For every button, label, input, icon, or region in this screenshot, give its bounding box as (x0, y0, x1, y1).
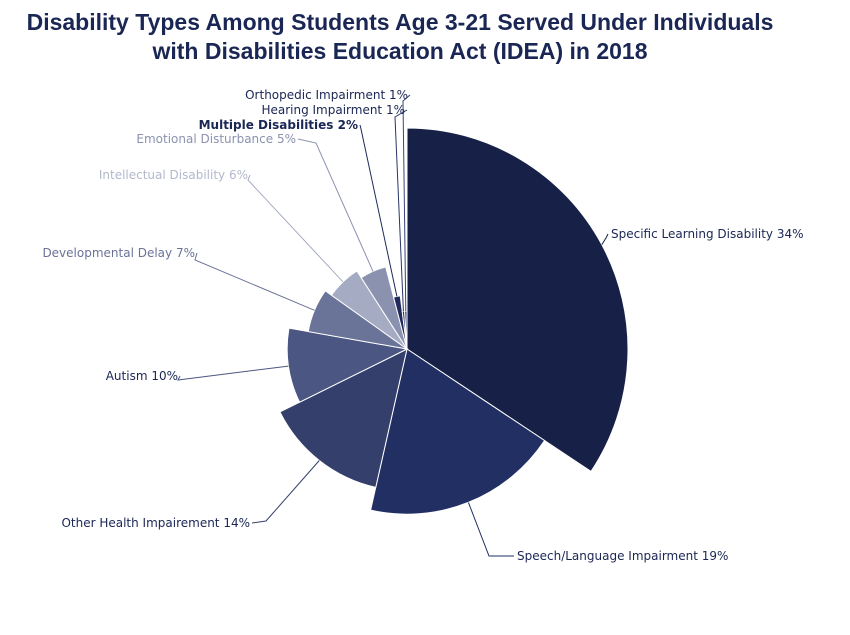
slice-label: Intellectual Disability 6% (99, 168, 248, 182)
chart-title-line-2: with Disabilities Education Act (IDEA) i… (152, 38, 648, 64)
slice-labels: Specific Learning Disability 34% Speech/L… (42, 88, 803, 563)
slice-label: Autism 10% (106, 369, 178, 383)
leader-line (297, 138, 374, 272)
leader-line (177, 365, 289, 381)
pie-slice (370, 348, 546, 515)
leader-line (359, 124, 398, 297)
label-leader-lines (177, 94, 609, 557)
slice-label: Hearing Impairment 1% (261, 103, 405, 117)
pie-slice (330, 270, 408, 350)
pie-slices (279, 127, 629, 515)
leader-line (402, 94, 411, 312)
leader-line (251, 460, 320, 524)
pie-slice (279, 348, 408, 488)
slice-label: Multiple Disabilities 2% (199, 118, 358, 132)
slice-label: Speech/Language Impairment 19% (517, 549, 728, 563)
slice-label: Developmental Delay 7% (42, 246, 195, 260)
leader-line (247, 174, 344, 283)
pie-slice (404, 310, 408, 350)
slice-label: Specific Learning Disability 34% (611, 227, 804, 241)
slice-label: Other Health Impairement 14% (61, 516, 250, 530)
leader-line (601, 233, 609, 245)
slice-label: Orthopedic Impairment 1% (245, 88, 408, 102)
leader-line (194, 252, 315, 311)
chart-title: Disability Types Among Students Age 3-21… (0, 8, 800, 66)
chart-title-line-1: Disability Types Among Students Age 3-21… (26, 9, 774, 35)
slice-label: Emotional Disturbance 5% (136, 132, 296, 146)
pie-slice (286, 327, 409, 403)
leader-line (467, 502, 514, 557)
